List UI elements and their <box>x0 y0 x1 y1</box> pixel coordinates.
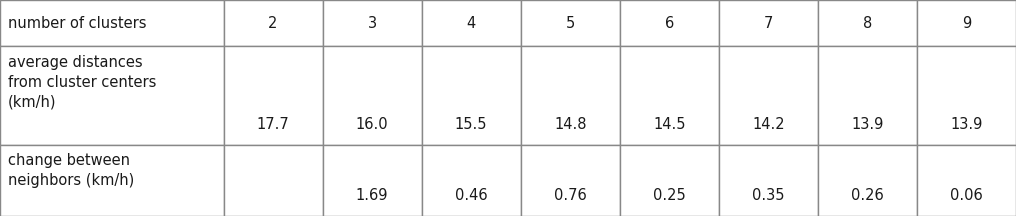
Bar <box>719 145 818 216</box>
Bar <box>323 46 422 145</box>
Text: 2: 2 <box>268 16 277 31</box>
Text: 14.5: 14.5 <box>653 117 686 132</box>
Text: 0.35: 0.35 <box>752 188 784 203</box>
Bar <box>224 0 323 46</box>
Text: 4: 4 <box>466 16 475 31</box>
Bar <box>719 46 818 145</box>
Text: 14.8: 14.8 <box>554 117 586 132</box>
Text: 13.9: 13.9 <box>950 117 982 132</box>
Bar <box>0 46 224 145</box>
Text: 9: 9 <box>962 16 971 31</box>
Bar <box>917 0 1016 46</box>
Text: change between
neighbors (km/h): change between neighbors (km/h) <box>8 153 134 188</box>
Bar <box>323 145 422 216</box>
Text: 8: 8 <box>863 16 872 31</box>
Text: 17.7: 17.7 <box>257 117 290 132</box>
Text: 7: 7 <box>764 16 773 31</box>
Bar <box>620 145 719 216</box>
Bar <box>0 145 224 216</box>
Text: 3: 3 <box>368 16 377 31</box>
Text: 13.9: 13.9 <box>851 117 884 132</box>
Bar <box>719 0 818 46</box>
Bar <box>620 46 719 145</box>
Text: 0.26: 0.26 <box>851 188 884 203</box>
Text: number of clusters: number of clusters <box>8 16 146 31</box>
Bar <box>422 145 521 216</box>
Bar <box>818 145 917 216</box>
Bar <box>422 46 521 145</box>
Text: 0.76: 0.76 <box>554 188 586 203</box>
Bar <box>917 145 1016 216</box>
Text: 5: 5 <box>566 16 575 31</box>
Bar <box>620 0 719 46</box>
Bar <box>323 0 422 46</box>
Bar <box>521 145 620 216</box>
Bar <box>422 0 521 46</box>
Text: 14.2: 14.2 <box>752 117 784 132</box>
Text: 0.25: 0.25 <box>653 188 686 203</box>
Bar <box>917 46 1016 145</box>
Bar <box>521 0 620 46</box>
Text: 16.0: 16.0 <box>356 117 388 132</box>
Bar <box>224 46 323 145</box>
Bar <box>521 46 620 145</box>
Text: 1.69: 1.69 <box>356 188 388 203</box>
Text: 15.5: 15.5 <box>455 117 488 132</box>
Bar <box>818 46 917 145</box>
Text: average distances
from cluster centers
(km/h): average distances from cluster centers (… <box>8 55 156 110</box>
Bar <box>224 145 323 216</box>
Bar <box>818 0 917 46</box>
Text: 6: 6 <box>664 16 674 31</box>
Text: 0.06: 0.06 <box>950 188 982 203</box>
Bar <box>0 0 224 46</box>
Text: 0.46: 0.46 <box>455 188 488 203</box>
